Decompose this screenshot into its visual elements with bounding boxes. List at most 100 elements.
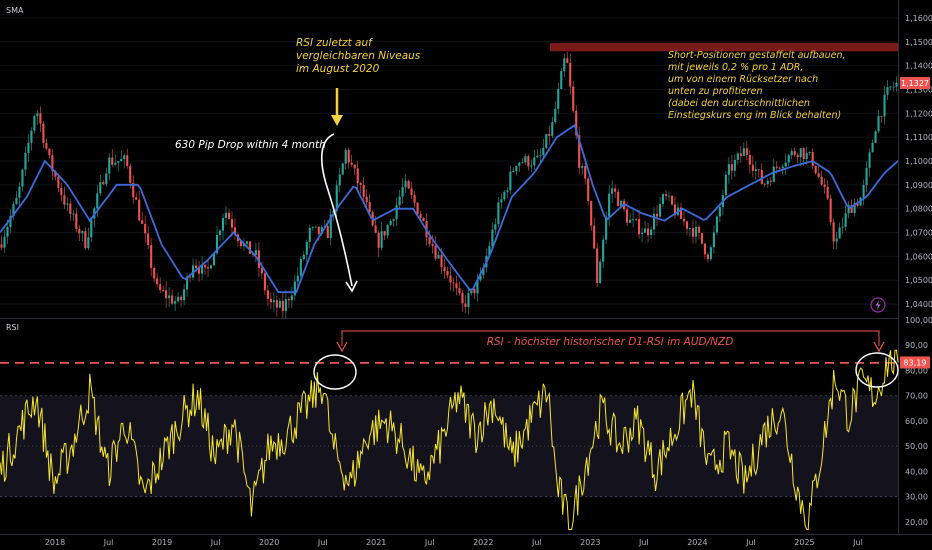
lightning-icon[interactable] xyxy=(870,297,886,313)
rsi-note-annotation: RSI zuletzt auf vergleichbaren Niveaus i… xyxy=(296,37,421,126)
price-candle xyxy=(24,146,27,176)
price-candle xyxy=(766,177,769,188)
price-axis-tick: 1,0500 xyxy=(905,276,932,285)
price-candle xyxy=(679,202,683,220)
price-candle xyxy=(353,164,356,175)
price-candle xyxy=(174,295,177,311)
price-candle xyxy=(461,289,464,312)
price-candle xyxy=(383,230,386,241)
resistance-zone[interactable] xyxy=(550,42,898,52)
price-candle xyxy=(491,222,494,249)
price-candle xyxy=(599,258,602,284)
price-axis-tick: 1,1200 xyxy=(905,109,932,118)
price-candle xyxy=(272,292,275,312)
price-candle xyxy=(509,165,512,195)
time-axis[interactable]: 2018 Jul 2019 Jul 2020 Jul 2021 Jul 2022 Jul 2023 J… xyxy=(45,538,863,547)
price-candle xyxy=(518,161,521,172)
price-candle xyxy=(419,210,422,220)
candles-layer xyxy=(0,51,898,319)
price-axis-tick: 1,0900 xyxy=(905,181,932,190)
price-candle xyxy=(111,149,114,167)
price-candle xyxy=(144,215,147,243)
price-candle xyxy=(482,263,485,279)
current-rsi-label: 83,19 xyxy=(904,358,927,367)
price-candle xyxy=(667,191,671,202)
price-candle xyxy=(581,163,584,175)
rsi-note-line-2: vergleichbaren Niveaus xyxy=(296,50,421,62)
price-candle xyxy=(572,81,575,113)
price-candle xyxy=(389,218,392,226)
price-candle xyxy=(362,177,365,201)
rsi-bracket-right-arrow-icon xyxy=(873,341,885,353)
price-axis[interactable]: 1,1600 1,1500 1,1400 1,1300 1,1200 1,1100 1,10… xyxy=(905,14,932,309)
price-candle xyxy=(877,109,880,134)
price-candle xyxy=(156,273,159,288)
price-candle xyxy=(494,218,497,235)
price-candle xyxy=(500,193,503,209)
price-candle xyxy=(748,149,751,174)
price-candle xyxy=(21,168,24,192)
resistance-zone-layer xyxy=(550,42,898,52)
drop-arrowhead-icon xyxy=(345,280,358,293)
price-candle xyxy=(168,287,171,307)
price-candle xyxy=(132,175,135,204)
price-candle xyxy=(105,167,108,187)
price-candle xyxy=(33,114,36,134)
rsi-annotations: RSI - höchster historischer D1-RSI im AU… xyxy=(313,330,899,390)
price-candle xyxy=(820,170,823,186)
price-candle xyxy=(826,180,829,200)
price-candle xyxy=(871,139,874,153)
rsi-note-line-3: im August 2020 xyxy=(296,63,380,75)
price-candle xyxy=(841,217,844,234)
price-candle xyxy=(263,269,266,296)
price-candle xyxy=(727,157,730,184)
price-candle xyxy=(227,208,231,220)
price-candle xyxy=(395,197,398,227)
price-candle xyxy=(868,148,871,177)
rsi-axis[interactable]: 100,00 90,00 80,00 70,00 60,00 50,00 40,00 30,0… xyxy=(905,316,932,527)
price-candle xyxy=(293,274,296,301)
rsi-indicator-label[interactable]: RSI xyxy=(6,323,19,332)
short-note-line-6: Einstiegskurs eng im Blick behalten) xyxy=(668,110,841,121)
price-candle xyxy=(865,161,868,193)
price-candle xyxy=(557,82,560,115)
price-candle xyxy=(9,209,12,234)
current-price-tag: 1,1327 xyxy=(900,77,930,90)
price-candle xyxy=(754,161,757,180)
price-candle xyxy=(413,191,416,208)
drop-note-text: 630 Pip Drop within 4 month xyxy=(175,139,326,151)
price-candle xyxy=(685,220,689,235)
pane-separator[interactable] xyxy=(0,318,898,319)
price-candle xyxy=(69,198,72,221)
sma-indicator-label[interactable]: SMA xyxy=(6,6,24,15)
price-candle xyxy=(177,292,180,304)
time-axis-tick: 2025 xyxy=(794,538,814,547)
price-candle xyxy=(165,280,168,308)
price-candle xyxy=(793,147,796,157)
price-candle xyxy=(464,295,467,314)
price-candle xyxy=(874,130,877,144)
price-candle xyxy=(344,147,347,170)
price-candle xyxy=(682,211,686,226)
price-candle xyxy=(467,288,470,315)
price-candle xyxy=(428,229,431,247)
short-note-line-1: Short-Positionen gestaffelt aufbauen, xyxy=(668,50,846,61)
price-candle xyxy=(117,161,120,172)
price-candle xyxy=(90,217,93,242)
price-candle xyxy=(266,284,269,306)
price-candle xyxy=(338,167,341,193)
rsi-highlight-circle-2025 xyxy=(855,352,899,388)
rsi-note-line-1: RSI zuletzt auf xyxy=(296,37,374,49)
price-candle xyxy=(60,182,63,202)
price-candle xyxy=(560,68,563,90)
price-axis-tick: 1,1300 xyxy=(905,85,932,94)
price-candle xyxy=(542,138,545,159)
price-candle xyxy=(39,106,42,132)
time-axis-tick: 2022 xyxy=(473,538,493,547)
price-axis-tick: 1,1100 xyxy=(905,133,932,142)
time-axis-tick: Jul xyxy=(103,538,114,547)
price-candle xyxy=(365,189,368,210)
price-candle xyxy=(233,218,237,240)
price-candle xyxy=(545,133,548,149)
